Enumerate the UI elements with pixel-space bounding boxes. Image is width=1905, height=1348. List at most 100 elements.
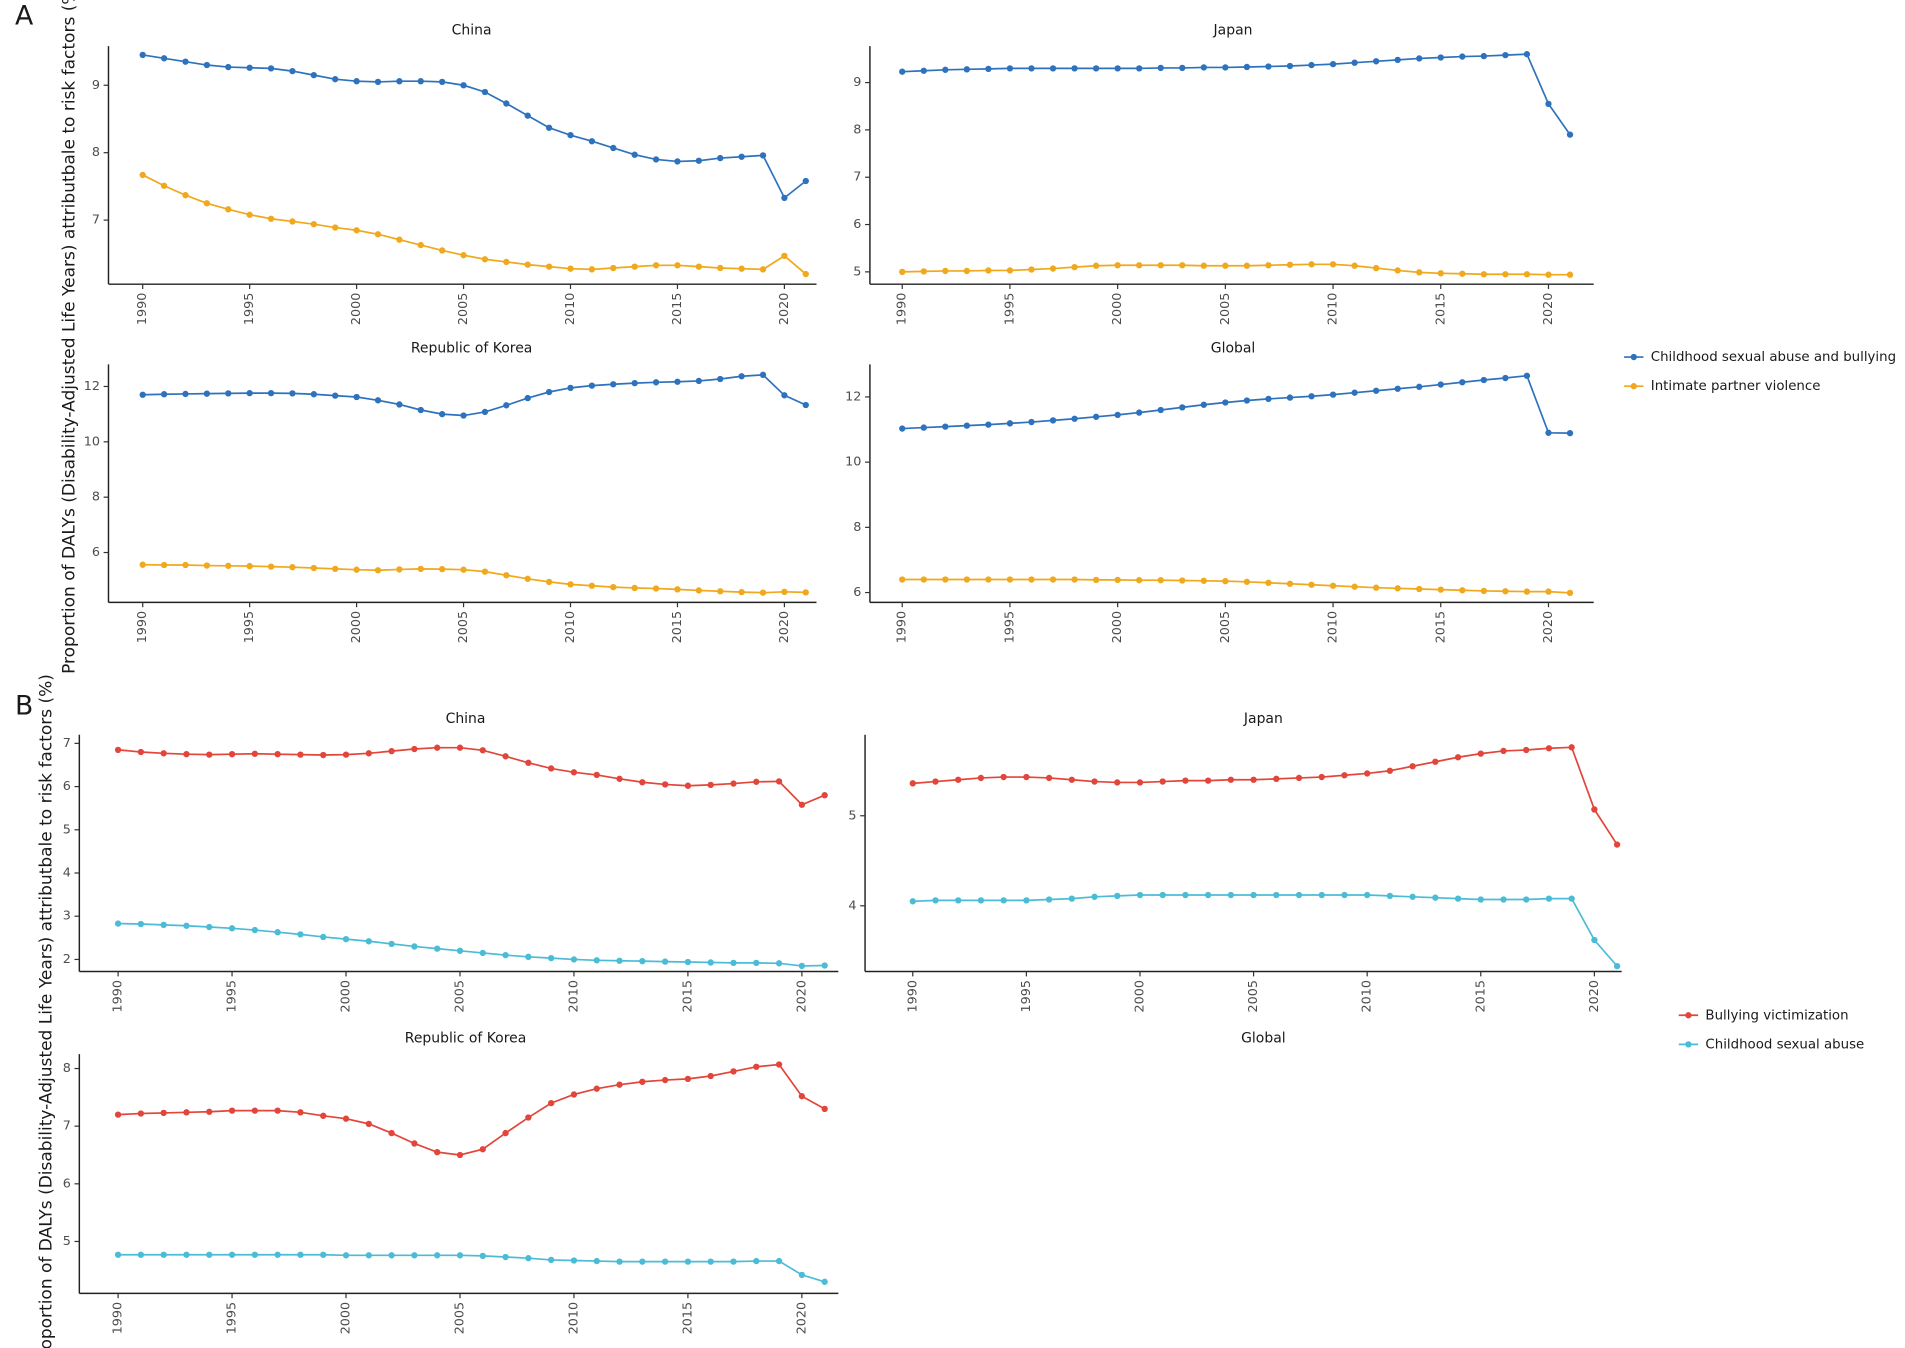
data-point — [588, 382, 596, 389]
data-point — [1157, 262, 1164, 269]
data-point — [1432, 758, 1439, 765]
data-point — [717, 375, 724, 383]
x-tick-label: 2020 — [1541, 293, 1556, 325]
data-point — [1591, 936, 1598, 944]
x-tick-label: 2015 — [1433, 611, 1448, 643]
data-point — [547, 1256, 555, 1264]
data-point — [310, 71, 317, 79]
data-point — [1023, 897, 1030, 904]
panel-label: B — [15, 690, 33, 721]
data-point — [1071, 576, 1078, 583]
data-point — [1502, 374, 1509, 382]
data-point — [1308, 581, 1315, 588]
data-point — [439, 247, 446, 254]
data-point — [899, 268, 906, 276]
data-point — [206, 1251, 213, 1258]
y-tick-label: 5 — [848, 808, 856, 823]
data-point — [525, 1114, 532, 1121]
data-point — [332, 76, 339, 83]
data-point — [798, 801, 806, 808]
data-point — [417, 78, 424, 85]
data-point — [545, 388, 553, 396]
data-point — [1068, 776, 1075, 783]
y-tick-label: 6 — [853, 217, 861, 232]
data-point — [684, 958, 692, 966]
data-point — [1437, 270, 1444, 277]
x-tick-label: 2000 — [1132, 980, 1147, 1012]
data-point — [802, 270, 809, 278]
data-point — [434, 744, 441, 751]
data-point — [781, 392, 788, 399]
data-point — [909, 780, 916, 787]
data-point — [1500, 747, 1507, 755]
x-tick-label: 2000 — [1110, 611, 1125, 643]
y-axis-label: Proportion of DALYs (Disability-Adjusted… — [37, 674, 57, 1348]
data-point — [616, 775, 623, 782]
data-point — [274, 1251, 281, 1258]
data-point — [203, 390, 211, 397]
data-point — [481, 408, 489, 416]
y-axis-label: Proportion of DALYs (Disability-Adjusted… — [60, 0, 80, 674]
data-point — [1006, 576, 1014, 583]
data-point — [1136, 577, 1143, 584]
data-point — [225, 63, 232, 71]
y-tick-label: 10 — [84, 434, 100, 449]
data-point — [388, 1129, 395, 1137]
data-point — [674, 262, 681, 269]
data-point — [738, 373, 745, 380]
data-point — [1006, 420, 1014, 427]
data-point — [1204, 891, 1212, 899]
data-point — [460, 412, 467, 419]
data-point — [374, 78, 382, 86]
x-tick-label: 2000 — [339, 1302, 354, 1334]
series-line — [142, 563, 806, 594]
data-point — [631, 379, 638, 387]
data-point — [588, 266, 596, 273]
data-point — [479, 1146, 486, 1153]
series-line — [118, 746, 825, 806]
data-point — [396, 78, 403, 85]
data-point — [963, 422, 971, 429]
data-point — [183, 1109, 190, 1116]
x-tick-label: 2005 — [1218, 611, 1233, 643]
x-tick-label: 2020 — [794, 1302, 809, 1334]
data-point — [439, 410, 446, 418]
data-point — [1454, 754, 1462, 761]
data-point — [502, 753, 509, 760]
data-point — [160, 391, 168, 398]
data-point — [182, 192, 189, 199]
data-point — [1329, 261, 1337, 268]
data-point — [1091, 778, 1098, 785]
data-point — [593, 957, 600, 964]
y-tick-label: 7 — [92, 213, 100, 228]
data-point — [1273, 775, 1280, 782]
data-point — [1329, 391, 1337, 398]
data-point — [1480, 52, 1488, 60]
x-tick-label: 2015 — [680, 980, 695, 1012]
data-point — [203, 200, 211, 207]
data-point — [759, 266, 767, 273]
data-point — [137, 1251, 145, 1258]
data-point — [798, 1271, 806, 1279]
data-point — [160, 750, 167, 757]
data-point — [139, 51, 146, 59]
x-tick-label: 1995 — [225, 980, 240, 1012]
data-point — [1341, 891, 1348, 899]
data-point — [1273, 891, 1280, 899]
data-point — [821, 962, 828, 969]
x-tick-label: 1995 — [1019, 980, 1034, 1012]
data-point — [1114, 65, 1121, 72]
data-point — [456, 1151, 464, 1159]
data-point — [137, 748, 145, 756]
legend-label: Intimate partner violence — [1651, 379, 1821, 394]
data-point — [225, 390, 232, 397]
data-point — [203, 61, 211, 69]
data-point — [684, 782, 692, 789]
data-point — [1459, 53, 1466, 60]
data-point — [1028, 418, 1035, 426]
data-point — [661, 1076, 669, 1084]
panel-title: Republic of Korea — [405, 1030, 527, 1046]
data-point — [139, 391, 146, 398]
y-tick-label: 10 — [845, 455, 861, 470]
data-point — [160, 561, 168, 569]
